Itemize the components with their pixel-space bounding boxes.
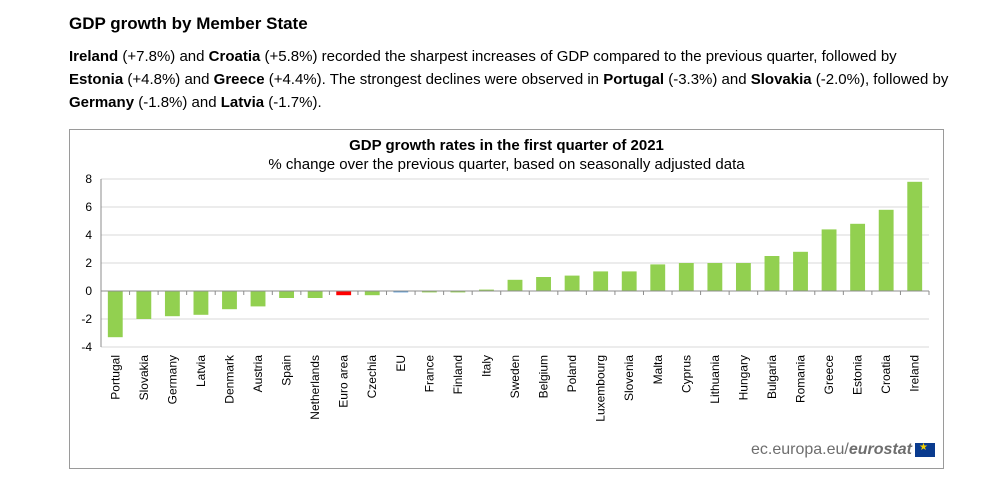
bar-luxembourg (593, 271, 609, 291)
x-tick-label: Portugal (108, 355, 122, 400)
x-tick-label: Greece (822, 355, 836, 395)
x-tick-label: Finland (451, 355, 465, 394)
x-tick-label: Lithuania (708, 355, 722, 404)
x-tick-label: Netherlands (308, 355, 322, 420)
paragraph-text-7: (+4.4%). The strongest declines were obs… (264, 71, 604, 88)
x-tick-label: Czechia (365, 355, 379, 399)
bar-sweden (507, 279, 523, 291)
x-tick-label: Bulgaria (765, 355, 779, 399)
bar-italy (479, 289, 494, 291)
x-tick-label: Malta (651, 355, 665, 385)
summary-paragraph: Ireland (+7.8%) and Croatia (+5.8%) reco… (69, 45, 949, 114)
paragraph-text-3: (+5.8%) recorded the sharpest increases … (260, 48, 897, 65)
bar-latvia (193, 291, 209, 315)
paragraph-bold-4: Estonia (69, 71, 124, 88)
paragraph-bold-12: Germany (69, 94, 135, 111)
paragraph-bold-0: Ireland (69, 48, 119, 65)
x-tick-label: France (422, 355, 436, 393)
x-tick-label: Ireland (908, 355, 922, 392)
x-tick-label: Sweden (508, 355, 522, 398)
x-tick-label: Hungary (736, 355, 750, 400)
bar-romania (793, 251, 808, 291)
x-tick-label: Slovakia (137, 355, 151, 401)
bar-denmark (222, 291, 237, 310)
bar-hungary (735, 263, 751, 291)
y-tick-label: 0 (85, 284, 92, 298)
y-tick-label: 6 (85, 200, 92, 214)
paragraph-bold-8: Portugal (603, 71, 665, 88)
paragraph-bold-14: Latvia (220, 94, 265, 111)
x-tick-label: Cyprus (679, 355, 693, 393)
bar-eu (393, 291, 409, 293)
y-tick-label: -4 (81, 340, 92, 354)
x-tick-label: Luxembourg (594, 355, 608, 422)
paragraph-text-11: (-2.0%), followed by (811, 71, 949, 88)
x-tick-label: Estonia (851, 355, 865, 395)
bar-croatia (878, 209, 894, 291)
x-tick-label: Belgium (537, 355, 551, 398)
source-credit[interactable]: ec.europa.eu/eurostat (751, 441, 935, 459)
x-tick-label: Romania (794, 355, 808, 403)
x-tick-label: Slovenia (622, 355, 636, 401)
chart-subtitle: % change over the previous quarter, base… (268, 156, 745, 173)
bar-germany (164, 291, 180, 317)
paragraph-text-15: (-1.7%). (264, 94, 322, 111)
eu-flag-icon (915, 442, 935, 457)
paragraph-bold-6: Greece (213, 71, 265, 88)
bar-netherlands (307, 291, 323, 298)
bar-slovakia (136, 291, 152, 319)
y-tick-label: -2 (81, 312, 92, 326)
y-tick-label: 2 (85, 256, 92, 270)
chart-title: GDP growth rates in the first quarter of… (349, 137, 664, 154)
bar-finland (450, 291, 466, 293)
bar-poland (564, 275, 580, 291)
bar-cyprus (678, 263, 694, 291)
source-brand: eurostat (848, 441, 912, 458)
page-heading: GDP growth by Member State (69, 14, 308, 33)
x-tick-label: Poland (565, 355, 579, 392)
x-tick-label: Spain (280, 355, 294, 386)
paragraph-bold-2: Croatia (208, 48, 261, 65)
paragraph-text-13: (-1.8%) and (134, 94, 221, 111)
paragraph-text-9: (-3.3%) and (664, 71, 751, 88)
x-tick-label: Austria (251, 355, 265, 393)
source-prefix: ec.europa.eu/ (751, 441, 849, 458)
bar-lithuania (707, 263, 723, 291)
x-tick-label: Croatia (879, 355, 893, 394)
bar-austria (250, 291, 266, 307)
bar-greece (821, 229, 837, 291)
paragraph-text-5: (+4.8%) and (123, 71, 214, 88)
bar-france (421, 291, 437, 293)
bar-bulgaria (764, 256, 780, 291)
x-tick-label: Latvia (194, 355, 208, 387)
bar-portugal (107, 291, 123, 338)
bar-estonia (850, 223, 866, 291)
bar-euro-area (336, 291, 352, 296)
x-tick-label: Denmark (222, 354, 236, 404)
bar-spain (279, 291, 295, 298)
y-tick-label: 8 (85, 172, 92, 186)
bar-chart: -4 -2 0 2 4 6 8 Portugal Slovakia Germany Latvia De… (81, 172, 930, 422)
x-tick-label: EU (394, 355, 408, 372)
y-tick-label: 4 (85, 228, 92, 242)
paragraph-text-1: (+7.8%) and (118, 48, 209, 65)
x-tick-label: Euro area (337, 355, 351, 408)
bar-belgium (536, 277, 551, 291)
bar-czechia (364, 291, 380, 296)
bar-malta (650, 264, 666, 291)
x-tick-label: Germany (165, 355, 179, 404)
bar-slovenia (621, 271, 637, 291)
x-tick-label: Italy (479, 355, 493, 377)
paragraph-bold-10: Slovakia (750, 71, 812, 88)
chart-frame (69, 129, 944, 469)
bar-ireland (907, 181, 923, 291)
